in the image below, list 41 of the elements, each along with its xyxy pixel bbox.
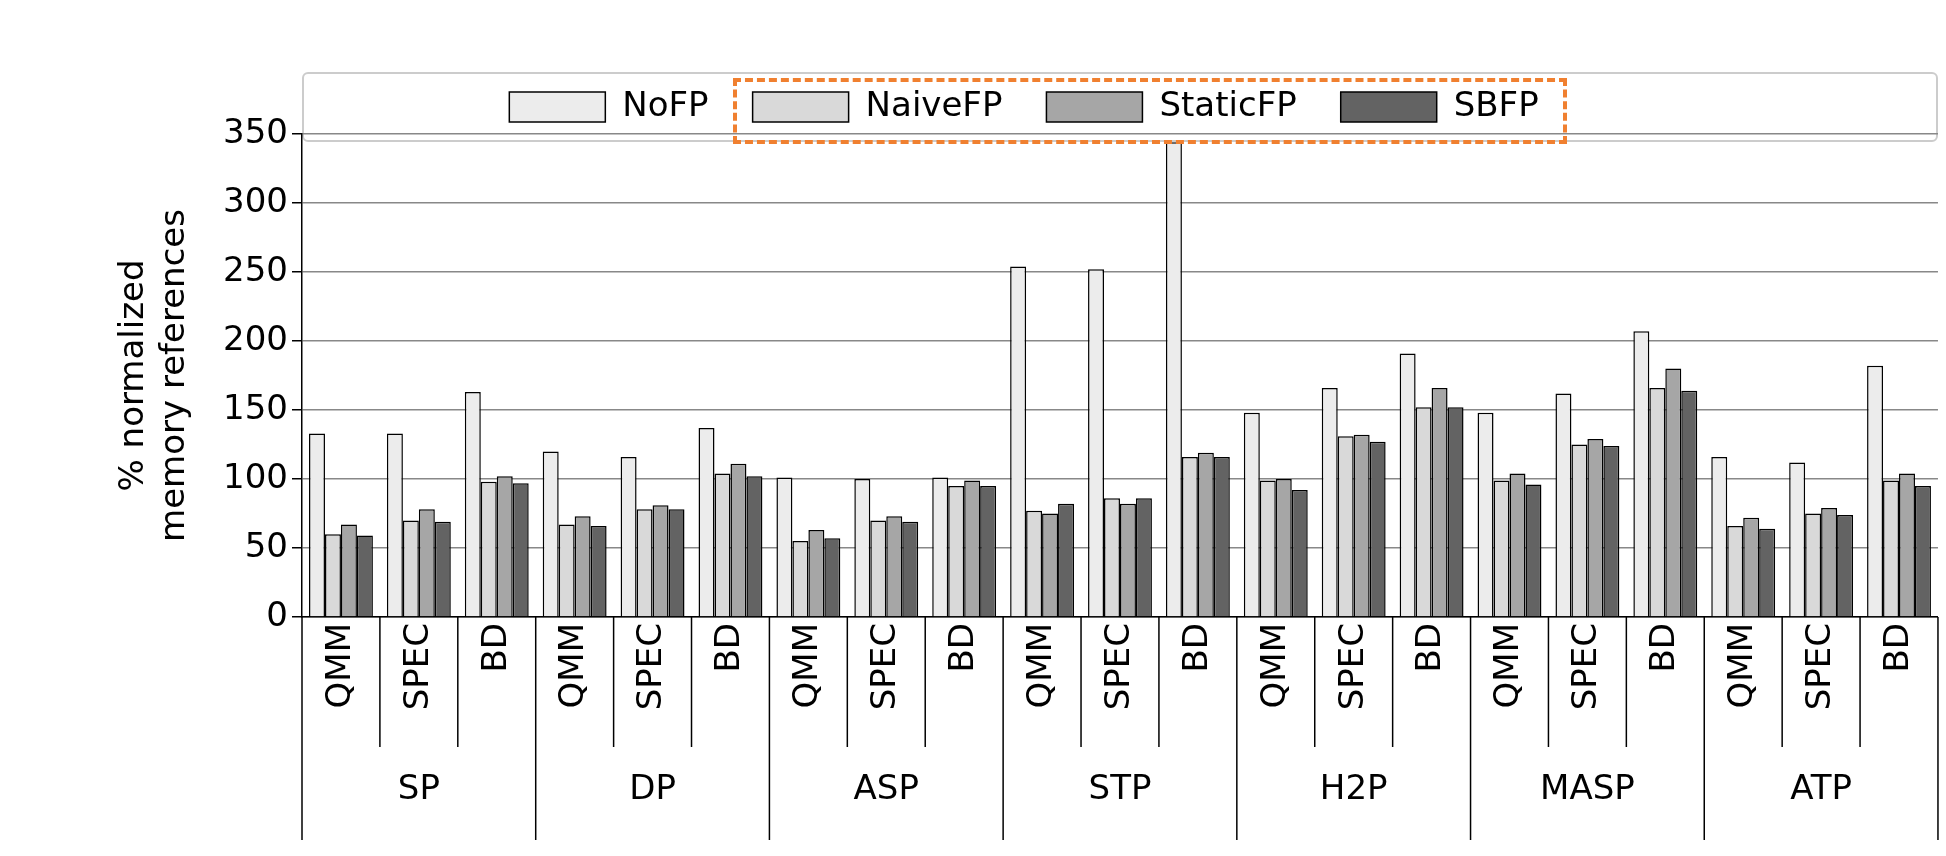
y-tick-label: 0 xyxy=(266,593,288,634)
y-tick-label: 200 xyxy=(223,317,288,358)
x-tick-label: SPEC xyxy=(629,623,670,711)
x-tick-label: QMM xyxy=(1252,623,1293,709)
x-tick-label: SPEC xyxy=(1096,623,1137,711)
y-tick-label: 50 xyxy=(244,524,288,565)
x-tick-label: QMM xyxy=(785,623,826,709)
text: MASP xyxy=(1540,766,1635,807)
legend-label: SBFP xyxy=(1453,83,1539,124)
x-tick-label: SPEC xyxy=(863,623,904,711)
y-tick-label: 350 xyxy=(223,110,288,151)
text: DP xyxy=(629,766,676,807)
x-tick-label: SPEC xyxy=(1330,623,1371,711)
x-tick-label: SPEC xyxy=(395,623,436,711)
y-tick-label: 250 xyxy=(223,248,288,289)
x-tick-label: BD xyxy=(941,623,981,673)
y-axis-title: % normalized memory references xyxy=(111,209,193,542)
x-tick-label: BD xyxy=(473,623,514,673)
y-tick-label: 150 xyxy=(223,386,288,427)
x-tick-label: QMM xyxy=(1720,623,1761,709)
text: H2P xyxy=(1319,766,1388,807)
x-tick-label: QMM xyxy=(1018,623,1059,709)
y-tick-label: 300 xyxy=(223,179,288,220)
legend-label: NoFP xyxy=(622,83,709,124)
x-tick-label: SPEC xyxy=(1797,623,1838,711)
text: ASP xyxy=(853,766,919,807)
x-tick-label: BD xyxy=(1408,623,1449,673)
x-tick-label: SPEC xyxy=(1564,623,1605,711)
x-tick-label: QMM xyxy=(551,623,592,709)
text: SP xyxy=(397,766,440,807)
legend-label: NaiveFP xyxy=(865,83,1003,124)
x-tick-label: BD xyxy=(707,623,748,673)
x-tick-label: BD xyxy=(1642,623,1683,673)
y-tick-label: 100 xyxy=(223,455,288,496)
x-tick-label: QMM xyxy=(1486,623,1527,709)
x-tick-label: BD xyxy=(1174,623,1215,673)
x-tick-label: BD xyxy=(1875,623,1916,673)
text: STP xyxy=(1088,766,1152,807)
legend-label: StaticFP xyxy=(1159,83,1297,124)
text: ATP xyxy=(1790,766,1853,807)
x-tick-label: QMM xyxy=(317,623,358,709)
